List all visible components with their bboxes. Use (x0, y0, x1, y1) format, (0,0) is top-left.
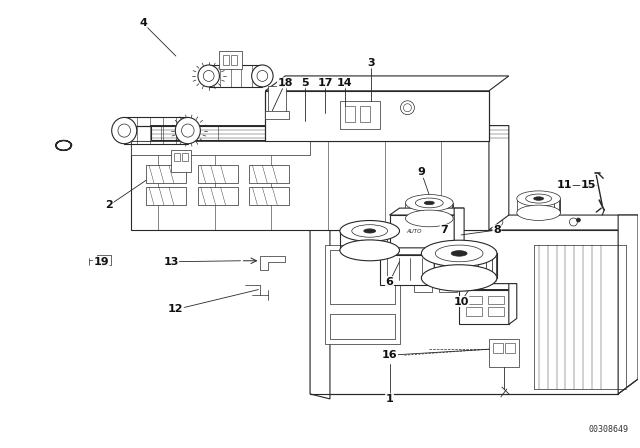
Text: 9: 9 (417, 167, 426, 177)
Ellipse shape (340, 240, 399, 261)
Polygon shape (454, 208, 464, 250)
Text: 16: 16 (381, 350, 397, 360)
Text: 8: 8 (493, 225, 500, 235)
Bar (146, 187, 186, 205)
Ellipse shape (421, 240, 497, 267)
Bar (174, 154, 180, 161)
Text: 1: 1 (386, 394, 394, 404)
Bar (325, 245, 399, 344)
Ellipse shape (451, 250, 467, 256)
Ellipse shape (364, 229, 376, 233)
Text: 00308649: 00308649 (588, 425, 628, 434)
Text: 18: 18 (278, 78, 293, 88)
Polygon shape (390, 208, 464, 215)
Text: 12: 12 (168, 305, 184, 314)
Text: 13: 13 (163, 257, 179, 267)
Bar (146, 165, 186, 183)
Ellipse shape (252, 65, 273, 87)
Bar (171, 151, 191, 172)
Circle shape (401, 101, 415, 115)
Polygon shape (310, 215, 638, 230)
Polygon shape (380, 248, 444, 255)
Bar (439, 270, 457, 292)
Polygon shape (435, 248, 444, 284)
Bar (268, 86, 286, 116)
Polygon shape (509, 284, 516, 324)
Text: 2: 2 (106, 200, 113, 210)
Bar (250, 187, 289, 205)
Bar (493, 343, 503, 353)
Text: 15: 15 (580, 180, 596, 190)
Circle shape (577, 218, 580, 222)
Polygon shape (380, 255, 435, 284)
Polygon shape (459, 289, 509, 324)
Text: 11: 11 (557, 180, 572, 190)
Bar (198, 187, 237, 205)
Bar (466, 296, 482, 305)
Bar (488, 296, 504, 305)
Text: AUTO: AUTO (406, 229, 422, 234)
Ellipse shape (516, 191, 561, 206)
Text: 14: 14 (337, 78, 353, 88)
Text: 5: 5 (301, 78, 309, 88)
Bar (345, 106, 355, 122)
Polygon shape (489, 125, 509, 230)
Ellipse shape (406, 194, 453, 211)
Polygon shape (390, 215, 454, 250)
Bar (266, 111, 289, 119)
Ellipse shape (516, 205, 561, 220)
Polygon shape (260, 256, 285, 270)
Text: 10: 10 (453, 297, 469, 306)
Bar (464, 270, 482, 292)
Polygon shape (131, 141, 489, 230)
Text: 6: 6 (386, 277, 394, 287)
Text: 7: 7 (440, 225, 448, 235)
Bar (198, 165, 237, 183)
Text: 17: 17 (317, 78, 333, 88)
Bar (466, 307, 482, 316)
Text: 3: 3 (367, 58, 374, 68)
Bar (330, 314, 394, 339)
Text: 4: 4 (139, 18, 147, 28)
Ellipse shape (340, 220, 399, 241)
Bar (250, 165, 289, 183)
Polygon shape (266, 91, 489, 141)
Polygon shape (131, 125, 509, 141)
Polygon shape (266, 76, 509, 91)
Bar (415, 270, 432, 292)
Polygon shape (131, 141, 310, 155)
Bar (330, 250, 394, 305)
Ellipse shape (175, 117, 200, 144)
Bar (97, 255, 111, 265)
Bar (223, 55, 228, 65)
Bar (219, 51, 243, 69)
Bar (230, 55, 237, 65)
Bar (489, 339, 519, 367)
Ellipse shape (421, 265, 497, 291)
Bar (182, 154, 188, 161)
Ellipse shape (534, 197, 543, 200)
Polygon shape (618, 215, 638, 394)
Text: 16: 16 (381, 350, 397, 360)
Bar (488, 307, 504, 316)
Polygon shape (310, 230, 618, 394)
Ellipse shape (198, 65, 220, 87)
Polygon shape (310, 215, 330, 399)
Polygon shape (131, 125, 151, 141)
Ellipse shape (112, 117, 137, 144)
Ellipse shape (424, 201, 435, 205)
Bar (505, 343, 515, 353)
Bar (340, 101, 380, 129)
Bar (360, 106, 370, 122)
Polygon shape (459, 284, 516, 289)
Text: 19: 19 (93, 257, 109, 267)
Ellipse shape (406, 210, 453, 227)
